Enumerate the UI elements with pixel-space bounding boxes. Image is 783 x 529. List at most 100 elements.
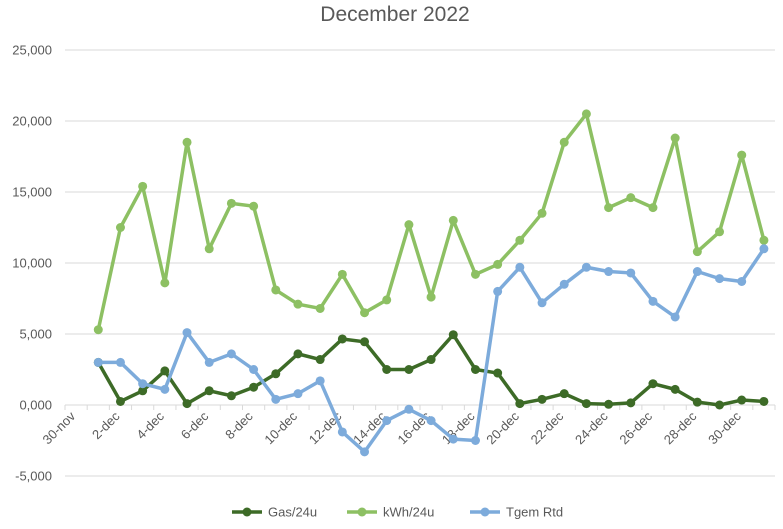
data-point	[115, 357, 125, 367]
x-axis-tick-labels: 30-nov 2-dec 4-dec 6-dec 8-dec 10-dec 12-dec 14…	[40, 408, 745, 447]
x-tick-label: 6-dec	[178, 408, 212, 442]
data-point	[293, 299, 303, 309]
data-point	[604, 399, 614, 409]
series-0	[93, 330, 769, 410]
data-point	[93, 325, 103, 335]
data-point	[470, 436, 480, 445]
data-point	[182, 399, 192, 409]
data-point	[160, 278, 170, 288]
x-tick-label: 30-nov	[40, 408, 79, 447]
x-axis	[64, 404, 776, 410]
x-tick-label: 28-dec	[661, 408, 700, 447]
data-point	[626, 398, 636, 408]
y-tick-label: 0,000	[19, 398, 52, 413]
legend-label: Tgem Rtd	[506, 505, 563, 520]
data-point	[759, 396, 769, 406]
data-point	[271, 369, 281, 379]
data-point	[559, 279, 569, 289]
data-point	[337, 427, 347, 437]
data-point	[360, 308, 370, 318]
data-point	[581, 109, 591, 119]
data-point	[626, 193, 636, 203]
data-point	[581, 399, 591, 409]
data-point	[204, 386, 214, 396]
y-tick-label: 25,000	[12, 43, 52, 58]
data-point	[93, 357, 103, 367]
data-point	[537, 394, 547, 404]
x-tick-label: 26-dec	[616, 408, 655, 447]
data-point	[493, 286, 503, 296]
y-tick-label: 5,000	[19, 327, 52, 342]
data-point	[315, 376, 325, 386]
data-point	[715, 227, 725, 237]
data-point	[626, 268, 636, 278]
data-point	[404, 404, 414, 414]
data-point	[648, 379, 658, 389]
data-point	[448, 330, 458, 340]
data-point	[182, 137, 192, 147]
data-point	[226, 349, 236, 359]
data-point	[337, 334, 347, 344]
data-point	[360, 337, 370, 347]
data-point	[382, 365, 392, 374]
y-tick-label: 10,000	[12, 256, 52, 271]
data-point	[759, 235, 769, 245]
y-axis-tick-labels: -5,000 0,000 5,000 10,000 15,000 20,000 25,000	[12, 43, 52, 484]
x-tick-label: 22-dec	[528, 408, 567, 447]
data-point	[182, 328, 192, 338]
legend-entry: kWh/24u	[347, 505, 434, 520]
data-point	[648, 296, 658, 306]
data-point	[382, 416, 392, 426]
legend-entry: Gas/24u	[232, 505, 317, 520]
data-point	[226, 198, 236, 208]
data-point	[271, 394, 281, 404]
series-group	[93, 109, 769, 457]
series-2	[93, 244, 769, 457]
data-point	[138, 379, 148, 389]
x-tick-label: 24-dec	[572, 408, 611, 447]
legend-swatch-marker	[480, 507, 490, 517]
y-tick-label: 15,000	[12, 185, 52, 200]
data-point	[271, 285, 281, 295]
y-tick-label: -5,000	[15, 469, 52, 484]
legend-swatch-marker	[357, 507, 367, 517]
data-point	[648, 203, 658, 213]
data-point	[204, 244, 214, 254]
data-point	[715, 400, 725, 410]
data-point	[559, 137, 569, 147]
data-point	[493, 259, 503, 269]
data-point	[404, 365, 414, 374]
data-point	[493, 368, 503, 378]
data-point	[426, 416, 436, 426]
data-point	[293, 389, 303, 399]
legend-label: Gas/24u	[268, 505, 317, 520]
data-point	[581, 262, 591, 272]
data-point	[604, 203, 614, 213]
x-tick-label: 8-dec	[222, 408, 256, 442]
data-point	[249, 382, 259, 392]
data-point	[759, 244, 769, 254]
data-point	[249, 201, 259, 211]
x-tick-label: 4-dec	[133, 408, 167, 442]
data-point	[426, 355, 436, 365]
data-point	[537, 208, 547, 218]
data-point	[160, 384, 170, 394]
data-point	[226, 391, 236, 401]
data-point	[138, 181, 148, 191]
data-point	[559, 389, 569, 399]
data-point	[515, 235, 525, 245]
data-point	[515, 399, 525, 409]
data-point	[670, 133, 680, 143]
data-point	[670, 312, 680, 322]
data-point	[115, 223, 125, 232]
data-point	[515, 262, 525, 272]
data-point	[249, 365, 259, 374]
data-point	[404, 220, 414, 230]
legend-entry: Tgem Rtd	[470, 505, 563, 520]
data-point	[737, 150, 747, 160]
data-point	[604, 267, 614, 277]
x-tick-label: 2-dec	[89, 408, 123, 442]
data-point	[715, 274, 725, 284]
data-point	[360, 447, 370, 457]
data-point	[138, 386, 148, 396]
